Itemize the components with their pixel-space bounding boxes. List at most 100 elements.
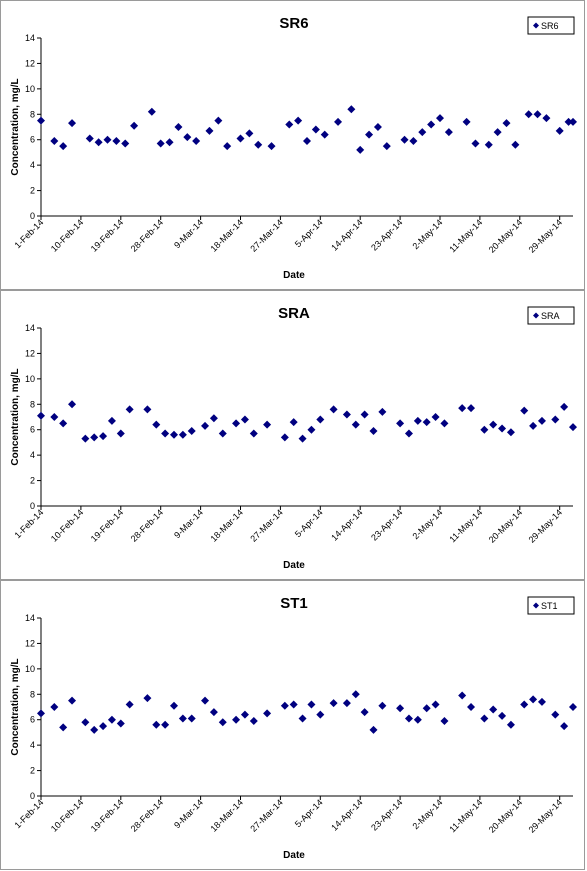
x-tick-label: 9-Mar-14 (172, 797, 205, 830)
data-point (511, 140, 520, 149)
data-point (59, 419, 68, 428)
x-tick-label: 28-Feb-14 (129, 797, 165, 833)
data-point (298, 714, 307, 723)
x-tick-label: 27-Mar-14 (248, 217, 284, 253)
y-tick-label: 10 (25, 374, 35, 384)
data-point (178, 714, 187, 723)
legend-box (527, 596, 575, 615)
data-point (537, 416, 546, 425)
chart-title: SR6 (279, 15, 308, 32)
data-point (90, 725, 99, 734)
data-point (342, 699, 351, 708)
legend-label: SRA (541, 311, 560, 321)
data-point (569, 423, 577, 432)
data-point (170, 701, 178, 710)
y-tick-label: 2 (30, 476, 35, 486)
data-point (560, 722, 569, 731)
y-tick-label: 8 (30, 109, 35, 119)
data-point (174, 123, 183, 131)
x-tick-label: 20-May-14 (487, 507, 524, 544)
data-point (404, 714, 413, 723)
data-point (369, 725, 378, 734)
data-point (156, 139, 165, 148)
data-point (37, 709, 45, 718)
x-tick-label: 29-May-14 (527, 217, 564, 254)
x-tick-label: 29-May-14 (527, 797, 564, 834)
data-point (152, 720, 161, 729)
data-point (564, 117, 573, 126)
data-point (201, 421, 210, 430)
x-tick-label: 14-Apr-14 (329, 217, 364, 252)
data-point (37, 116, 45, 125)
y-axis-title: Concentration, mg/L (10, 368, 21, 465)
data-point (427, 120, 436, 129)
data-point (209, 708, 218, 717)
data-point (551, 415, 560, 424)
data-point (520, 406, 529, 415)
data-point (560, 402, 569, 411)
data-point (289, 700, 298, 709)
data-point (280, 701, 289, 710)
data-point (99, 432, 108, 441)
data-point (555, 126, 564, 135)
data-point (68, 119, 77, 128)
x-tick-label: 23-Apr-14 (369, 797, 404, 832)
y-tick-label: 14 (25, 613, 35, 623)
data-point (94, 138, 103, 147)
data-point (116, 429, 125, 438)
data-point (240, 415, 249, 424)
data-point (529, 695, 538, 704)
y-tick-label: 14 (25, 323, 35, 333)
data-point (342, 410, 351, 419)
x-tick-label: 28-Feb-14 (129, 217, 165, 253)
data-point (263, 420, 272, 429)
legend-box (527, 16, 575, 35)
data-point (307, 700, 316, 709)
data-point (68, 400, 77, 409)
chart-title: SRA (278, 305, 310, 322)
data-point (396, 419, 405, 428)
data-point (294, 116, 303, 125)
data-point (320, 130, 329, 139)
data-point (232, 419, 241, 428)
data-point (90, 433, 99, 442)
data-point (396, 704, 405, 713)
data-point (467, 404, 476, 413)
x-tick-label: 11-May-14 (447, 217, 484, 254)
data-point (356, 145, 365, 154)
data-point (59, 142, 68, 151)
data-point (298, 434, 307, 443)
data-point (201, 696, 210, 705)
data-point (285, 120, 294, 129)
y-tick-label: 12 (25, 348, 35, 358)
x-tick-label: 23-Apr-14 (369, 507, 404, 542)
data-point (170, 430, 178, 439)
data-point (351, 690, 360, 699)
data-point (498, 711, 507, 720)
x-tick-label: 1-Feb-14 (13, 217, 46, 250)
x-tick-label: 28-Feb-14 (129, 507, 165, 543)
data-point (360, 708, 369, 717)
data-point (245, 129, 254, 138)
data-point (422, 418, 431, 427)
data-point (289, 418, 298, 427)
data-point (422, 704, 431, 713)
x-tick-label: 20-May-14 (487, 797, 524, 834)
legend-label: SR6 (541, 21, 559, 31)
x-tick-label: 19-Feb-14 (89, 507, 125, 543)
x-tick-label: 10-Feb-14 (49, 507, 85, 543)
y-tick-label: 0 (30, 791, 35, 801)
data-point (85, 134, 94, 143)
chart-panel-sr6: SR6 0 2 4 6 8 10 12 14 1-Feb-14 10-Feb-14 19-Feb-14… (0, 0, 585, 290)
data-point (409, 136, 418, 145)
data-point (311, 125, 320, 134)
data-point (303, 136, 311, 145)
data-point (116, 719, 125, 728)
x-tick-label: 19-Feb-14 (89, 217, 125, 253)
data-point (187, 714, 196, 723)
chart-sr6: SR6 0 2 4 6 8 10 12 14 1-Feb-14 10-Feb-14 19-Feb-14… (10, 15, 577, 281)
y-tick-label: 14 (25, 33, 35, 43)
data-point (506, 428, 515, 437)
data-point (50, 703, 59, 711)
data-point (205, 126, 214, 135)
